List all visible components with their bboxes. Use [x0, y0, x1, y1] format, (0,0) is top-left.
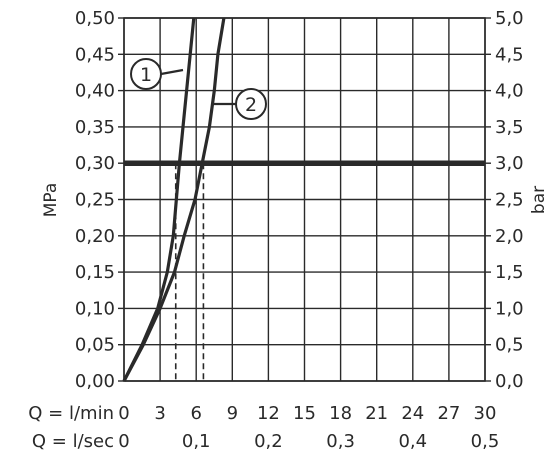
x-secondary-tick-label: 0	[118, 431, 129, 452]
y-right-tick-label: 4,0	[495, 81, 524, 102]
x-primary-tick-label: 24	[401, 403, 424, 424]
y-left-tick-label: 0,40	[75, 81, 115, 102]
x-primary-tick-label: 27	[437, 403, 460, 424]
x-primary-tick-label: 9	[227, 403, 238, 424]
x-secondary-tick-label: 0,2	[254, 431, 283, 452]
x-primary-tick-label: 0	[118, 403, 129, 424]
x-secondary-axis-label: Q = l/sec	[32, 431, 114, 452]
y-left-tick-label: 0,20	[75, 226, 115, 247]
y-left-tick-label: 0,00	[75, 371, 115, 392]
y-left-tick-label: 0,10	[75, 298, 115, 319]
x-primary-tick-label: 12	[257, 403, 280, 424]
x-secondary-tick-label: 0,1	[182, 431, 211, 452]
x-ticks: 0 3 6 9 12 15 18 21 24 27 30 0 0,1 0,2 0,3 0,4 0,5	[118, 403, 499, 452]
y-right-tick-label: 4,5	[495, 44, 524, 65]
y-right-tick-label: 0,0	[495, 371, 524, 392]
grid	[123, 17, 486, 382]
callout-label-2: 2	[245, 94, 257, 116]
y-right-tick-label: 2,0	[495, 226, 524, 247]
x-secondary-tick-label: 0,4	[398, 431, 427, 452]
callout-circle-1	[130, 58, 162, 90]
y-right-tick-label: 0,5	[495, 335, 524, 356]
y-left-axis-title: MPa	[41, 183, 61, 218]
x-primary-tick-label: 21	[365, 403, 388, 424]
y-right-tick-label: 3,0	[495, 153, 524, 174]
x-primary-tick-label: 15	[293, 403, 316, 424]
series-line-2	[122, 17, 226, 382]
series-callouts: 12	[130, 58, 267, 120]
callout-label-1: 1	[140, 64, 152, 86]
callout-leader-1	[160, 68, 184, 76]
y-right-tick-label: 3,5	[495, 117, 524, 138]
drop-lines	[174, 163, 205, 381]
y-left-tick-label: 0,25	[75, 190, 115, 211]
y-left-tick-label: 0,35	[75, 117, 115, 138]
y-right-tick-label: 2,5	[495, 190, 524, 211]
y-right-ticks: 0,0 0,5 1,0 1,5 2,0 2,5 3,0 3,5 4,0 4,5 5,0	[485, 8, 524, 392]
y-left-tick-label: 0,45	[75, 44, 115, 65]
y-right-axis-title: bar	[529, 186, 549, 214]
x-secondary-tick-label: 0,5	[471, 431, 500, 452]
x-primary-tick-label: 18	[329, 403, 352, 424]
x-primary-tick-label: 30	[474, 403, 497, 424]
y-left-tick-label: 0,50	[75, 8, 115, 29]
x-primary-tick-label: 6	[190, 403, 201, 424]
y-left-tick-label: 0,15	[75, 262, 115, 283]
callout-circle-2	[235, 88, 267, 120]
x-secondary-tick-label: 0,3	[326, 431, 355, 452]
y-left-tick-label: 0,05	[75, 335, 115, 356]
y-left-tick-label: 0,30	[75, 153, 115, 174]
x-primary-tick-label: 3	[154, 403, 165, 424]
series	[122, 17, 226, 382]
y-right-tick-label: 1,5	[495, 262, 524, 283]
y-right-tick-label: 1,0	[495, 298, 524, 319]
y-left-ticks: 0,00 0,05 0,10 0,15 0,20 0,25 0,30 0,35 0,40 0,45…	[75, 8, 124, 392]
x-primary-axis-label: Q = l/min	[28, 403, 114, 424]
y-right-tick-label: 5,0	[495, 8, 524, 29]
